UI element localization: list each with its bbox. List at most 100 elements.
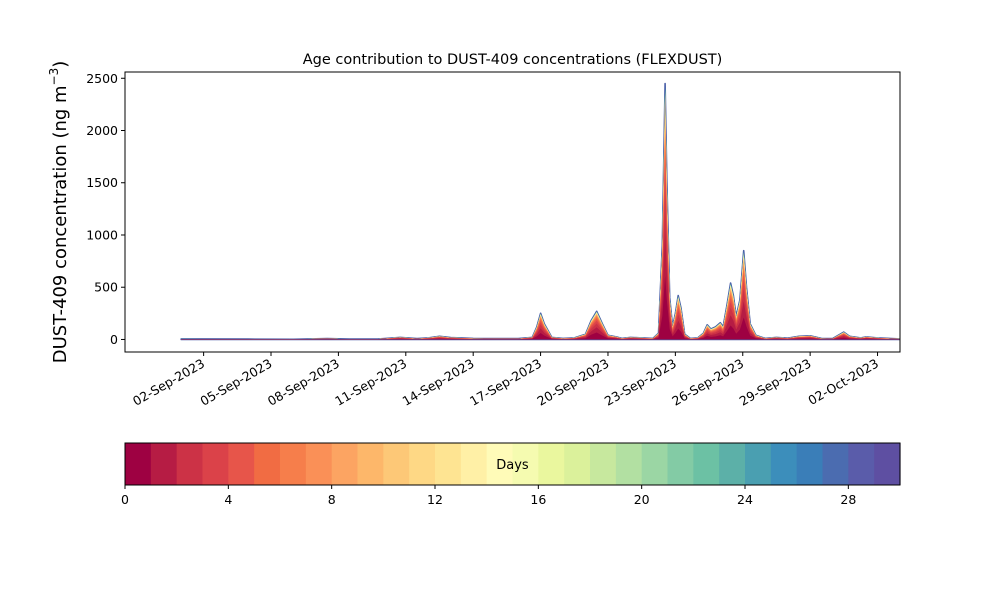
age-layer-27	[181, 85, 900, 340]
age-layer-9	[181, 108, 900, 340]
x-tick-label-3: 11-Sep-2023	[332, 356, 409, 409]
colorbar-segment-22	[693, 443, 720, 485]
colorbar-segment-2	[176, 443, 204, 485]
colorbar-tick-label-7: 28	[840, 492, 856, 507]
plot-area	[180, 82, 900, 341]
age-layer-16	[181, 94, 900, 340]
y-tick-label-0: 0	[110, 332, 118, 347]
colorbar-tick-label-0: 0	[121, 492, 129, 507]
y-tick-label-2: 1000	[86, 227, 118, 242]
x-tick-label-5: 17-Sep-2023	[467, 356, 544, 409]
age-layer-23	[181, 88, 900, 340]
colorbar-segment-18	[590, 443, 617, 485]
colorbar-segment-0	[125, 443, 152, 485]
x-tick-label-7: 23-Sep-2023	[602, 356, 679, 409]
age-layer-6	[181, 127, 900, 340]
colorbar-segment-11	[409, 443, 436, 485]
age-layer-12	[181, 100, 900, 340]
age-layer-7	[181, 119, 900, 340]
y-axis: 0 500 1000 1500 2000 2500	[86, 71, 125, 347]
colorbar-segment-7	[305, 443, 333, 485]
y-axis-label-close: )	[50, 61, 71, 68]
colorbar-segment-6	[280, 443, 307, 485]
age-layer-25	[181, 86, 900, 340]
x-tick-label-9: 29-Sep-2023	[737, 356, 814, 409]
plot-frame	[124, 71, 901, 353]
colorbar-segment-15	[512, 443, 539, 485]
age-layer-19	[181, 91, 900, 340]
age-layer-26	[181, 85, 900, 340]
colorbar-axis: 0 4 8 12 16 20 24 28	[121, 485, 856, 507]
colorbar-tick-label-3: 12	[427, 492, 443, 507]
colorbar-tick-label-5: 20	[634, 492, 650, 507]
colorbar-segment-1	[150, 443, 178, 485]
colorbar-segment-20	[641, 443, 669, 485]
age-layer-13	[181, 98, 900, 340]
colorbar-segment-5	[254, 443, 281, 485]
age-layer-22	[181, 88, 900, 340]
y-axis-label: DUST-409 concentration (ng m−3)	[47, 61, 71, 364]
age-layer-0	[181, 276, 900, 340]
svg-text:DUST-409 concentration (ng m−3: DUST-409 concentration (ng m−3)	[47, 61, 71, 364]
x-tick-label-1: 05-Sep-2023	[197, 356, 274, 409]
y-tick-label-1: 500	[94, 280, 118, 295]
y-axis-label-exponent: −3	[47, 68, 61, 86]
y-tick-label-4: 2000	[86, 123, 118, 138]
age-layer-1	[181, 229, 900, 340]
age-layer-11	[181, 102, 900, 340]
age-layer-10	[181, 105, 900, 340]
colorbar-segment-16	[538, 443, 565, 485]
colorbar-tick-label-2: 8	[328, 492, 336, 507]
colorbar-segment-27	[822, 443, 849, 485]
colorbar-label: Days	[496, 458, 529, 473]
y-axis-label-main: DUST-409 concentration (ng m	[50, 85, 71, 363]
y-tick-label-3: 1500	[86, 175, 118, 190]
chart-title: Age contribution to DUST-409 concentrati…	[303, 52, 723, 68]
colorbar-segment-25	[770, 443, 798, 485]
colorbar-segment-14	[486, 443, 514, 485]
colorbar-segment-4	[228, 443, 255, 485]
age-layer-20	[181, 90, 900, 340]
age-layer-8	[181, 113, 900, 340]
age-layer-14	[181, 96, 900, 340]
colorbar-segment-13	[460, 443, 488, 485]
colorbar-tick-label-4: 16	[530, 492, 546, 507]
age-layer-4	[181, 151, 900, 340]
age-layer-3	[181, 169, 900, 340]
x-tick-label-4: 14-Sep-2023	[400, 356, 477, 409]
age-layer-21	[181, 89, 900, 340]
x-tick-label-6: 20-Sep-2023	[534, 356, 611, 409]
age-layer-2	[181, 195, 900, 340]
age-layer-15	[181, 95, 900, 340]
colorbar	[125, 443, 901, 485]
x-tick-label-8: 26-Sep-2023	[669, 356, 746, 409]
x-tick-label-10: 02-Oct-2023	[805, 356, 881, 408]
x-tick-label-0: 02-Sep-2023	[130, 356, 207, 409]
colorbar-segment-3	[202, 443, 229, 485]
colorbar-tick-label-1: 4	[224, 492, 232, 507]
age-layer-28	[181, 84, 900, 340]
y-tick-label-5: 2500	[86, 71, 118, 86]
colorbar-segment-28	[848, 443, 875, 485]
x-tick-label-2: 08-Sep-2023	[265, 356, 342, 409]
colorbar-segment-21	[667, 443, 694, 485]
colorbar-segment-26	[796, 443, 824, 485]
colorbar-segment-24	[745, 443, 772, 485]
age-layer-18	[181, 92, 900, 340]
age-layer-29	[180, 82, 900, 341]
colorbar-segment-23	[719, 443, 746, 485]
colorbar-segment-29	[874, 443, 901, 485]
age-layer-5	[181, 137, 900, 340]
colorbar-tick-label-6: 24	[737, 492, 753, 507]
age-layer-24	[181, 87, 900, 340]
age-layer-17	[181, 93, 900, 340]
colorbar-segment-9	[357, 443, 384, 485]
colorbar-segment-12	[435, 443, 462, 485]
x-axis: 02-Sep-202305-Sep-202308-Sep-202311-Sep-…	[130, 352, 881, 409]
colorbar-segment-10	[383, 443, 410, 485]
colorbar-segment-19	[615, 443, 643, 485]
colorbar-segment-17	[564, 443, 591, 485]
colorbar-segment-8	[331, 443, 359, 485]
colorbar-frame	[124, 442, 901, 486]
